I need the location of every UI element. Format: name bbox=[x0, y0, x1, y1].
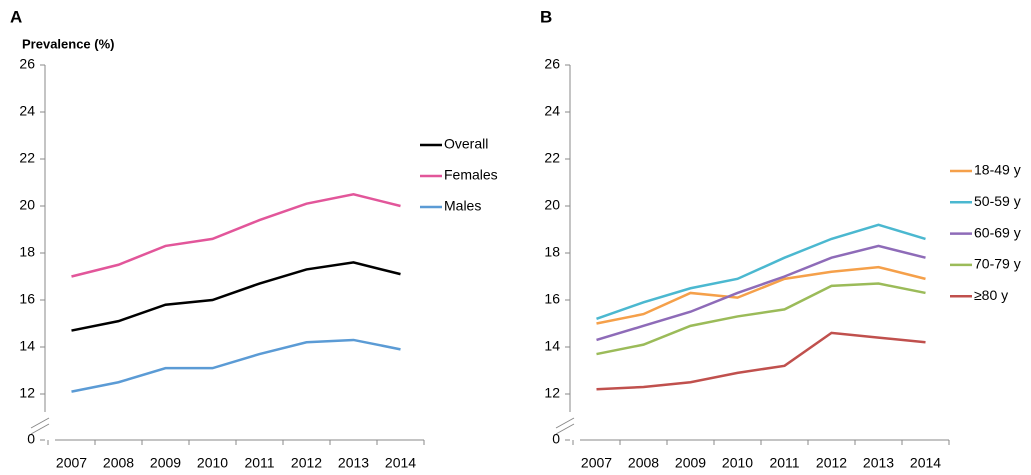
y-tick-label: 16 bbox=[544, 291, 560, 307]
legend-label: 60-69 y bbox=[974, 224, 1021, 240]
y-tick-label: 26 bbox=[544, 56, 560, 72]
y-tick-label: 18 bbox=[544, 244, 560, 260]
legend-label: Males bbox=[444, 198, 481, 214]
legend-label: Overall bbox=[444, 136, 488, 152]
legend-label: ≥80 y bbox=[974, 287, 1008, 303]
legend-label: 70-79 y bbox=[974, 256, 1021, 272]
legend-label: 18-49 y bbox=[974, 162, 1021, 178]
x-tick-label: 2009 bbox=[675, 455, 706, 471]
y-tick-label: 12 bbox=[544, 385, 560, 401]
y-tick-label: 22 bbox=[544, 150, 560, 166]
series-line bbox=[596, 223, 926, 320]
y-tick-label: 14 bbox=[544, 338, 560, 354]
x-tick-label: 2013 bbox=[863, 455, 894, 471]
y-tick-label: 24 bbox=[544, 103, 560, 119]
y-tick-label: 20 bbox=[544, 197, 560, 213]
y-tick-label: 18 bbox=[19, 244, 35, 260]
x-tick-label: 2009 bbox=[150, 455, 181, 471]
axis-break bbox=[555, 423, 575, 435]
series-line bbox=[596, 244, 926, 342]
x-tick-label: 2010 bbox=[197, 455, 228, 471]
x-tick-label: 2013 bbox=[338, 455, 369, 471]
y-axis-label: Prevalence (%) bbox=[22, 36, 115, 51]
axis-break bbox=[30, 423, 50, 435]
panel-label: B bbox=[540, 7, 552, 26]
axis-break bbox=[30, 417, 50, 429]
y-tick-label: 22 bbox=[19, 150, 35, 166]
y-tick-label: 26 bbox=[19, 56, 35, 72]
legend-label: Females bbox=[444, 167, 498, 183]
y-tick-label: 20 bbox=[19, 197, 35, 213]
series-line bbox=[596, 265, 926, 325]
series-line bbox=[71, 261, 401, 332]
y-tick-label: 14 bbox=[19, 338, 35, 354]
series-line bbox=[596, 282, 926, 356]
y-tick-label: 0 bbox=[552, 431, 560, 447]
x-tick-label: 2014 bbox=[385, 455, 416, 471]
x-tick-label: 2007 bbox=[581, 455, 612, 471]
series-line bbox=[596, 331, 926, 391]
x-tick-label: 2012 bbox=[816, 455, 847, 471]
series-line bbox=[71, 338, 401, 393]
x-tick-label: 2012 bbox=[291, 455, 322, 471]
x-tick-label: 2008 bbox=[103, 455, 134, 471]
series-line bbox=[71, 192, 401, 278]
x-tick-label: 2011 bbox=[244, 455, 274, 471]
legend-label: 50-59 y bbox=[974, 193, 1021, 209]
x-tick-label: 2010 bbox=[722, 455, 753, 471]
x-tick-label: 2008 bbox=[628, 455, 659, 471]
y-tick-label: 16 bbox=[19, 291, 35, 307]
x-tick-label: 2014 bbox=[910, 455, 941, 471]
axis-break bbox=[555, 417, 575, 429]
y-tick-label: 12 bbox=[19, 385, 35, 401]
y-tick-label: 0 bbox=[27, 431, 35, 447]
panel-label: A bbox=[10, 7, 22, 26]
x-tick-label: 2007 bbox=[56, 455, 87, 471]
y-tick-label: 24 bbox=[19, 103, 35, 119]
x-tick-label: 2011 bbox=[769, 455, 799, 471]
